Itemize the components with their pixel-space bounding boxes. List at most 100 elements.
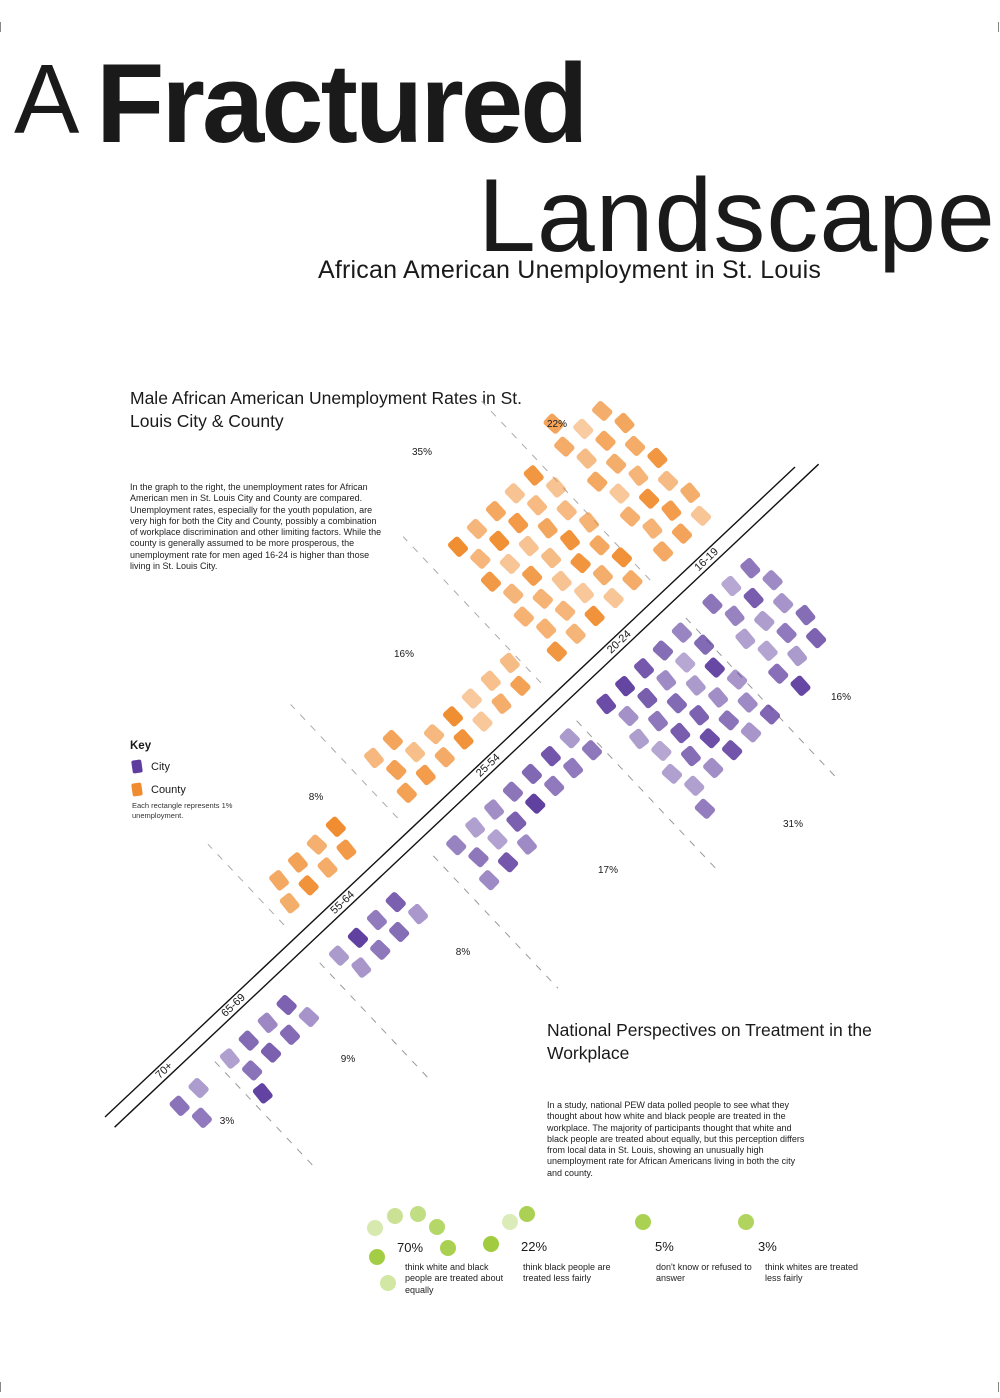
city-rect <box>757 640 778 661</box>
city-rect <box>465 817 486 838</box>
city-rect <box>708 687 729 708</box>
county-rect <box>671 523 693 544</box>
county-rect <box>584 605 605 627</box>
city-rect <box>648 710 668 732</box>
city-rect <box>389 921 410 942</box>
city-rect <box>651 740 672 761</box>
county-rect <box>298 875 319 896</box>
county-rect <box>269 870 289 891</box>
county-rect <box>466 518 488 539</box>
city-rect <box>219 1048 240 1069</box>
city-rect <box>276 994 297 1016</box>
county-pct-label: 8% <box>309 792 324 803</box>
age-label: 70+ <box>153 1060 175 1082</box>
county-rect <box>565 623 586 644</box>
county-rect <box>625 435 646 456</box>
crop-mark <box>998 22 999 32</box>
pew-dot <box>519 1206 535 1222</box>
county-rect <box>647 447 668 469</box>
city-rect <box>670 722 691 744</box>
city-pct-label: 9% <box>341 1054 356 1065</box>
title-fractured: Fractured <box>96 41 589 166</box>
city-rect <box>684 775 705 796</box>
county-rect <box>317 857 338 878</box>
county-rect <box>386 759 407 780</box>
city-rect <box>525 793 546 814</box>
city-rect <box>479 870 500 891</box>
pew-dot <box>387 1208 403 1224</box>
city-rect <box>191 1107 212 1128</box>
county-pct-label: 16% <box>394 649 414 660</box>
county-rect <box>690 505 712 526</box>
county-rect <box>510 675 531 696</box>
county-rect <box>680 482 701 503</box>
pew-heading: National Perspectives on Treatment in th… <box>547 1020 872 1063</box>
pew-dot <box>635 1214 651 1230</box>
city-rect <box>351 957 372 978</box>
pew-dot <box>380 1275 396 1291</box>
county-rect <box>657 470 679 491</box>
county-rect <box>405 741 426 763</box>
city-rect <box>694 634 715 655</box>
county-rect <box>287 852 308 873</box>
city-rect <box>661 763 683 784</box>
county-rect <box>603 588 624 609</box>
county-rect <box>480 571 502 592</box>
city-rect <box>238 1030 259 1051</box>
city-rect <box>188 1077 209 1099</box>
city-rect <box>242 1060 263 1081</box>
pew-pct-black-less: 22% <box>521 1239 548 1254</box>
county-rect <box>554 600 576 621</box>
pew-label-dont-know: don't know or refused to answer <box>656 1262 752 1284</box>
county-rect <box>551 570 572 592</box>
county-rect <box>570 553 591 574</box>
pew-dot <box>440 1240 456 1256</box>
city-rect <box>521 763 542 785</box>
city-rect <box>666 693 687 714</box>
city-rect <box>629 728 649 750</box>
pew-dot <box>738 1214 754 1230</box>
pew-description: In a study, national PEW data polled peo… <box>547 1100 805 1178</box>
county-rect <box>556 500 577 521</box>
pew-dot <box>367 1220 383 1236</box>
city-rect <box>703 757 724 779</box>
city-rect <box>497 852 519 873</box>
city-rect <box>260 1042 282 1063</box>
county-rect <box>620 506 641 527</box>
city-rect <box>773 593 794 614</box>
county-rect <box>574 582 594 604</box>
county-rect <box>527 495 548 516</box>
county-rect <box>532 588 553 609</box>
county-rect <box>396 782 417 803</box>
county-rect <box>639 488 660 509</box>
pew-dot <box>483 1236 499 1252</box>
city-rect <box>721 575 742 597</box>
county-rect <box>499 652 520 674</box>
county-rect <box>461 688 482 709</box>
key-county-label: County <box>151 783 186 796</box>
city-rect <box>502 781 524 802</box>
county-rect <box>573 418 594 439</box>
county-rect <box>622 570 643 591</box>
county-rect <box>589 535 610 556</box>
axis-line-upper <box>104 466 796 1118</box>
county-rect <box>576 448 597 469</box>
city-rect <box>735 628 756 650</box>
city-rect <box>795 604 816 626</box>
city-pct-label: 17% <box>598 865 618 876</box>
city-rect <box>787 645 808 667</box>
city-rect <box>743 587 764 609</box>
city-rect <box>615 675 635 697</box>
divider-city <box>214 1061 313 1166</box>
key-title: Key <box>130 740 152 752</box>
city-rect <box>694 798 716 819</box>
divider-county <box>290 704 398 819</box>
divider-city <box>432 855 559 989</box>
city-rect <box>737 692 758 713</box>
city-rect <box>685 675 706 696</box>
key-note: Each rectangle represents 1% unemploymen… <box>132 801 233 820</box>
city-rect <box>680 745 701 767</box>
city-pct-label: 16% <box>831 692 851 703</box>
county-rect <box>536 618 557 639</box>
county-rect <box>522 565 543 586</box>
